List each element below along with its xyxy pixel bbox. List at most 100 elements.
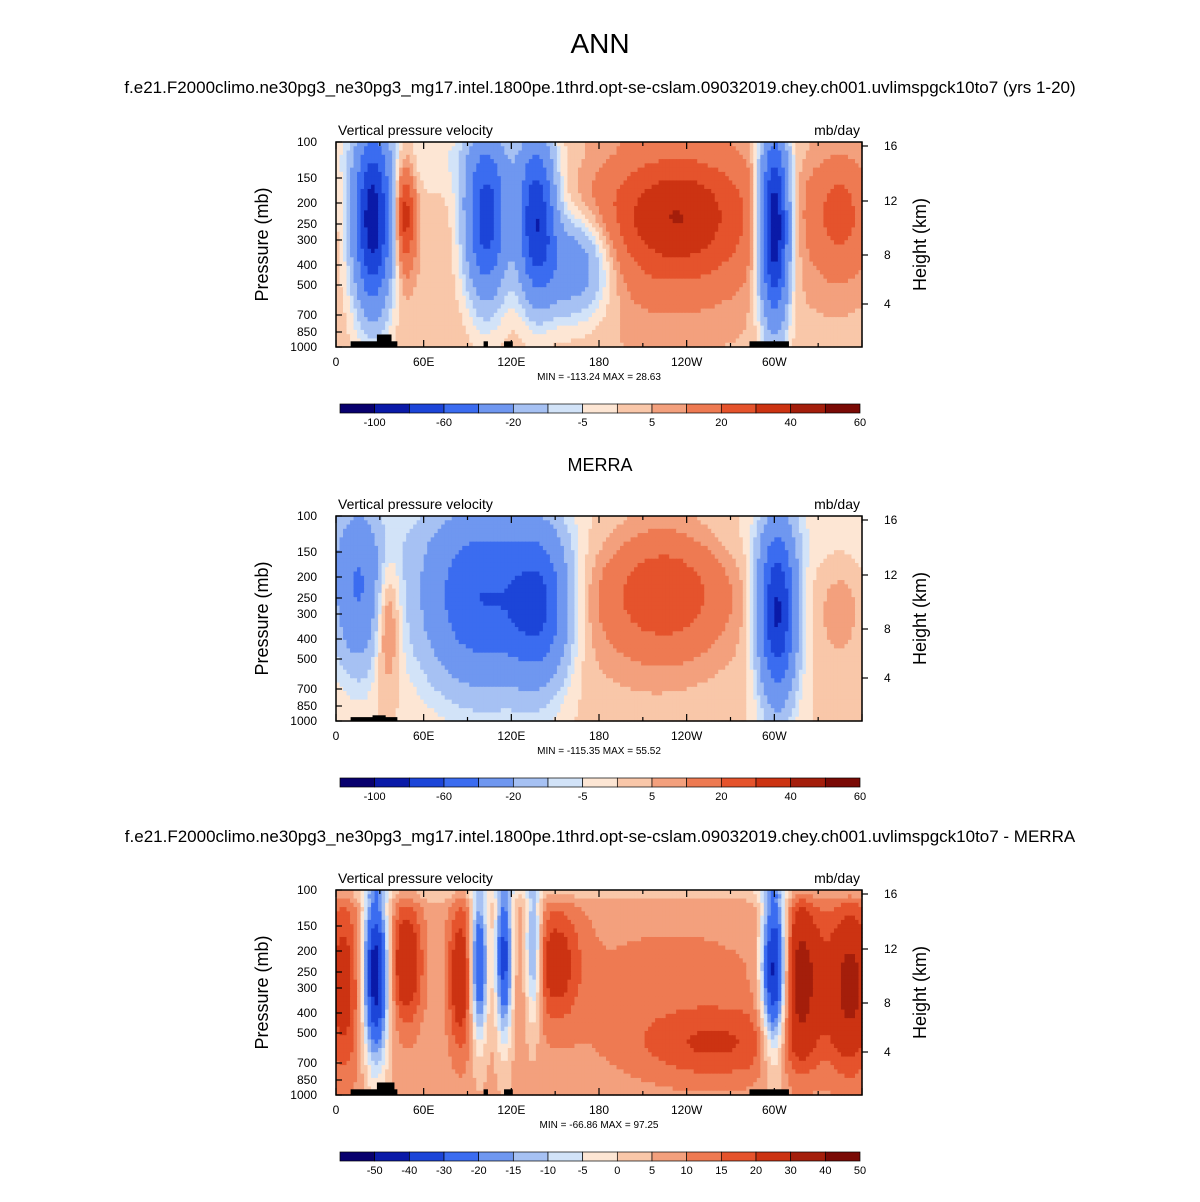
field-cell <box>528 163 533 169</box>
field-cell <box>837 167 842 173</box>
field-cell <box>497 206 502 211</box>
field-cell <box>805 214 810 220</box>
field-cell <box>364 218 369 224</box>
field-cell <box>350 274 355 280</box>
field-cell <box>637 150 642 156</box>
field-cell <box>360 188 365 194</box>
field-cell <box>746 146 751 152</box>
field-cell <box>704 235 709 241</box>
field-cell <box>648 235 653 241</box>
field-cell <box>620 244 625 250</box>
field-cell <box>672 253 677 258</box>
field-cell <box>486 227 491 233</box>
field-cell <box>483 159 488 164</box>
field-cell <box>599 193 604 199</box>
field-cell <box>490 240 495 246</box>
field-cell <box>420 270 425 275</box>
field-cell <box>718 210 723 216</box>
field-cell <box>577 240 583 246</box>
field-cell <box>353 167 358 173</box>
field-cell <box>739 218 744 224</box>
field-cell <box>819 214 825 220</box>
field-cell <box>588 257 593 263</box>
field-cell <box>441 180 446 186</box>
field-cell <box>472 176 477 182</box>
field-cell <box>385 150 390 156</box>
field-cell <box>683 184 688 190</box>
field-cell <box>413 184 418 190</box>
field-cell <box>651 150 656 156</box>
field-cell <box>574 154 579 160</box>
field-cell <box>725 193 730 199</box>
field-cell <box>367 214 372 220</box>
field-cell <box>739 244 744 250</box>
field-cell <box>493 218 498 224</box>
field-cell <box>560 240 565 246</box>
field-cell <box>556 265 562 271</box>
field-cell <box>511 261 516 267</box>
field-cell <box>844 253 849 258</box>
field-cell <box>511 278 516 284</box>
field-cell <box>430 270 435 275</box>
field-cell <box>458 154 463 160</box>
field-cell <box>462 214 467 220</box>
field-cell <box>823 150 828 156</box>
field-cell <box>420 240 425 246</box>
field-cell <box>371 231 376 237</box>
field-cell <box>602 193 607 199</box>
field-cell <box>465 248 470 254</box>
field-cell <box>448 154 453 160</box>
field-cell <box>609 214 614 220</box>
field-cell <box>672 150 677 156</box>
field-cell <box>465 146 470 152</box>
field-cell <box>525 150 530 156</box>
field-cell <box>767 150 772 156</box>
field-cell <box>721 227 726 233</box>
field-cell <box>798 253 803 258</box>
field-cell <box>560 227 565 233</box>
field-cell <box>458 227 463 233</box>
field-cell <box>714 218 719 224</box>
field-cell <box>346 227 351 233</box>
field-cell <box>500 180 505 186</box>
field-cell <box>788 214 793 220</box>
field-cell <box>767 171 772 177</box>
field-cell <box>599 150 604 156</box>
field-cell <box>343 261 348 267</box>
field-cell <box>795 150 800 156</box>
field-cell <box>357 248 362 254</box>
field-cell <box>693 159 698 164</box>
field-cell <box>844 244 849 250</box>
field-cell <box>560 278 565 284</box>
field-cell <box>465 218 470 224</box>
field-cell <box>336 206 341 211</box>
field-cell <box>490 163 495 169</box>
field-cell <box>399 150 404 156</box>
field-cell <box>732 206 737 211</box>
field-cell <box>511 218 516 224</box>
field-cell <box>788 180 793 186</box>
field-cell <box>539 278 544 284</box>
field-cell <box>416 163 421 169</box>
field-cell <box>830 227 835 233</box>
field-cell <box>546 201 551 207</box>
field-cell <box>763 150 768 156</box>
field-cell <box>655 235 660 241</box>
field-cell <box>539 235 544 241</box>
field-cell <box>388 180 393 186</box>
field-cell <box>714 278 719 284</box>
field-cell <box>483 142 488 147</box>
field-cell <box>353 274 358 280</box>
field-cell <box>374 197 379 203</box>
field-cell <box>563 184 569 190</box>
field-cell <box>816 223 821 229</box>
field-cell <box>350 193 355 199</box>
field-cell <box>784 218 789 224</box>
field-cell <box>630 278 635 284</box>
field-cell <box>686 257 691 263</box>
field-cell <box>437 248 442 254</box>
field-cell <box>364 154 369 160</box>
field-cell <box>770 167 775 173</box>
field-cell <box>784 163 789 169</box>
